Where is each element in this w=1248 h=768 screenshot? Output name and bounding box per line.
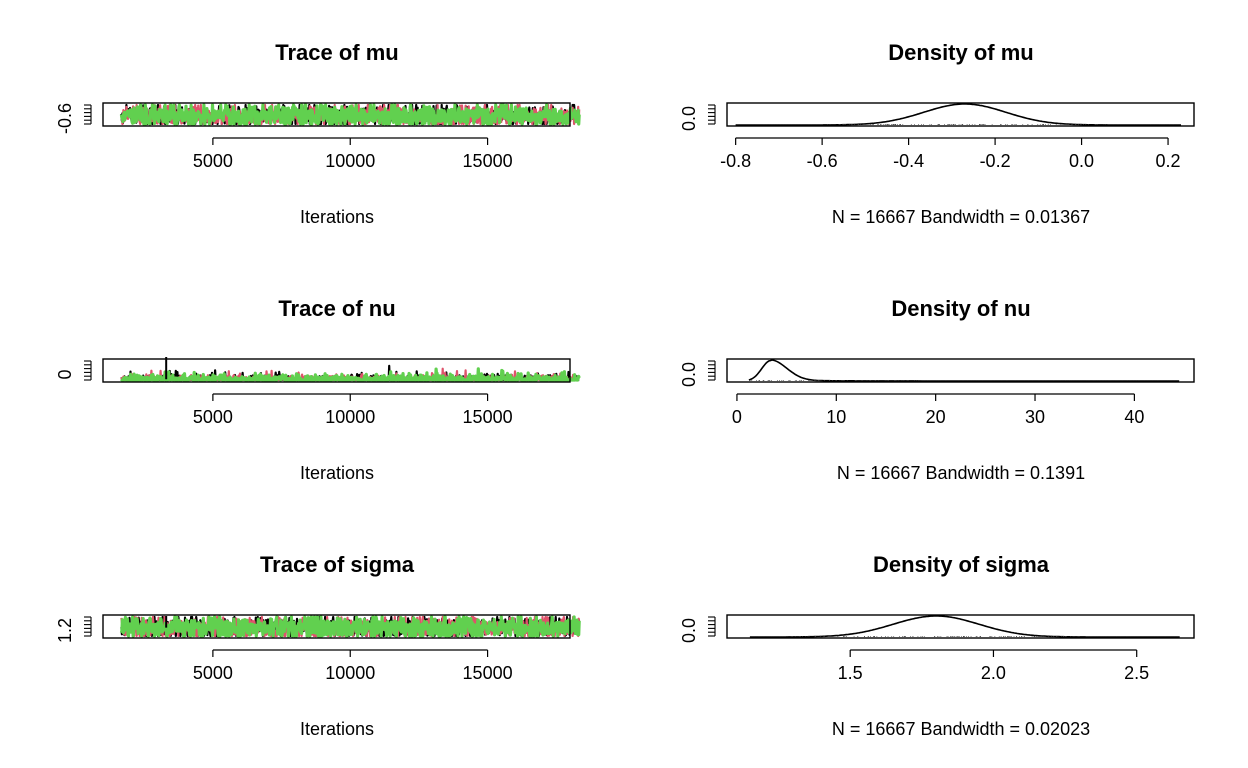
- density-curve: [748, 359, 1180, 382]
- x-tick-label: 10000: [325, 151, 375, 171]
- chart-panel-0: Trace of mu 5000 10000 15000 -0.6 Iterations: [55, 40, 581, 227]
- plot-frame: [102, 614, 571, 639]
- y-axis: [708, 360, 716, 381]
- y-tick-label: -0.6: [55, 103, 75, 134]
- x-tick-label: -0.6: [807, 151, 838, 171]
- x-tick-label: 5000: [193, 407, 233, 427]
- x-axis-label: Iterations: [300, 463, 374, 483]
- x-tick-label: 15000: [463, 151, 513, 171]
- x-tick-label: 0.0: [1069, 151, 1094, 171]
- chart-title: Trace of mu: [275, 40, 398, 65]
- x-tick-label: -0.8: [720, 151, 751, 171]
- plot-frame: [726, 358, 1195, 383]
- density-rug: [750, 636, 1178, 637]
- y-axis: [84, 104, 92, 125]
- x-tick-label: 15000: [463, 663, 513, 683]
- chart-panel-1: Density of mu -0.8 -0.6 -0.4 -0.2 0.0 0.2 0.0 N …: [679, 40, 1195, 227]
- x-tick-label: 0.2: [1156, 151, 1181, 171]
- plot-frame: [726, 102, 1195, 127]
- x-tick-label: -0.2: [980, 151, 1011, 171]
- x-tick-label: 2.0: [981, 663, 1006, 683]
- x-tick-label: 20: [926, 407, 946, 427]
- trace-lines: [120, 357, 581, 382]
- y-axis: [708, 616, 716, 637]
- chart-title: Density of nu: [891, 296, 1030, 321]
- x-tick-label: 15000: [463, 407, 513, 427]
- x-tick-label: 30: [1025, 407, 1045, 427]
- trace-chain-3: [120, 367, 581, 382]
- chart-panel-2: Trace of nu 5000 10000 15000 0 Iterations: [55, 296, 581, 483]
- x-tick-label: 0: [732, 407, 742, 427]
- x-tick-label: 10000: [325, 407, 375, 427]
- x-axis-label: N = 16667 Bandwidth = 0.02023: [832, 719, 1090, 739]
- chart-panel-4: Trace of sigma 5000 10000 15000 1.2 Iteration…: [55, 552, 581, 739]
- trace-lines: [119, 103, 581, 126]
- y-tick-label: 0: [55, 369, 75, 379]
- x-tick-label: 10000: [325, 663, 375, 683]
- x-tick-label: 40: [1124, 407, 1144, 427]
- density-rug: [736, 124, 1181, 125]
- chart-panel-3: Density of nu 0 10 20 30 40 0.0 N = 16667 Bandw…: [679, 296, 1195, 483]
- chart-title: Density of mu: [888, 40, 1033, 65]
- x-tick-label: 10: [826, 407, 846, 427]
- x-tick-label: 2.5: [1124, 663, 1149, 683]
- x-tick-label: 5000: [193, 663, 233, 683]
- x-axis-label: N = 16667 Bandwidth = 0.01367: [832, 207, 1090, 227]
- x-tick-label: -0.4: [893, 151, 924, 171]
- y-axis: [84, 616, 92, 637]
- density-curve: [735, 103, 1181, 126]
- chart-title: Trace of sigma: [260, 552, 415, 577]
- plot-frame: [102, 358, 571, 383]
- chart-title: Density of sigma: [873, 552, 1050, 577]
- y-tick-label: 0.0: [679, 362, 699, 387]
- density-rug: [749, 380, 1180, 381]
- y-tick-label: 0.0: [679, 618, 699, 643]
- y-axis: [84, 360, 92, 381]
- plot-frame: [102, 102, 571, 127]
- plot-frame: [726, 614, 1195, 639]
- y-tick-label: 0.0: [679, 106, 699, 131]
- density-curve: [749, 615, 1180, 638]
- x-tick-label: 1.5: [838, 663, 863, 683]
- x-axis-label: Iterations: [300, 719, 374, 739]
- x-tick-label: 5000: [193, 151, 233, 171]
- y-tick-label: 1.2: [55, 618, 75, 643]
- trace-chain-3: [119, 103, 581, 126]
- chart-panel-5: Density of sigma 1.5 2.0 2.5 0.0 N = 16667 Ba…: [679, 552, 1195, 739]
- x-axis-label: N = 16667 Bandwidth = 0.1391: [837, 463, 1085, 483]
- trace-lines: [119, 615, 581, 638]
- trace-chain-3: [119, 615, 581, 638]
- y-axis: [708, 104, 716, 125]
- chart-title: Trace of nu: [278, 296, 395, 321]
- x-axis-label: Iterations: [300, 207, 374, 227]
